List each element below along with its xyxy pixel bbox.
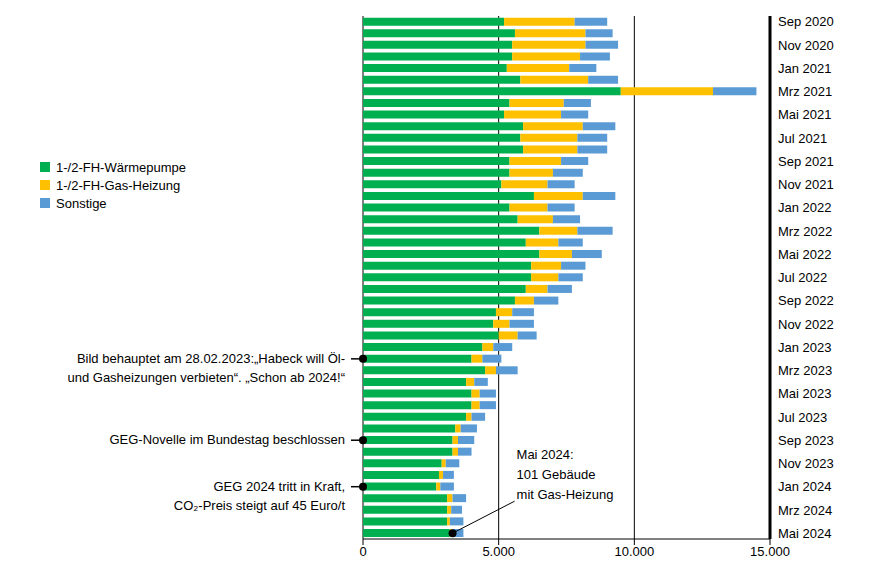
svg-text:Mai 2024:: Mai 2024: [517, 447, 574, 462]
svg-text:5.000: 5.000 [482, 544, 515, 559]
html-text:1-/2-FH-Wärmepumpe: 1-/2-FH-Wärmepumpe [56, 159, 186, 175]
svg-text:GEG 2024 tritt in Kraft,: GEG 2024 tritt in Kraft, [214, 479, 346, 494]
svg-text:Mai 2023: Mai 2023 [778, 386, 831, 401]
svg-text:Jul 2023: Jul 2023 [778, 410, 827, 425]
svg-text:Sep 2023: Sep 2023 [778, 433, 834, 448]
svg-text:Sep 2021: Sep 2021 [778, 154, 834, 169]
svg-text:Jan 2021: Jan 2021 [778, 61, 832, 76]
svg-text:Nov 2022: Nov 2022 [778, 317, 834, 332]
svg-text:10.000: 10.000 [614, 544, 654, 559]
svg-text:Mai 2022: Mai 2022 [778, 247, 831, 262]
html-text:1-/2-FH-Gas-Heizung: 1-/2-FH-Gas-Heizung [56, 177, 181, 193]
svg-text:Bild behauptet am 28.02.2023:„: Bild behauptet am 28.02.2023:„Habeck wil… [77, 351, 345, 366]
svg-text:Mrz 2024: Mrz 2024 [778, 503, 832, 518]
html-text:Sonstige: Sonstige [56, 195, 107, 211]
svg-text:Jan 2024: Jan 2024 [778, 479, 832, 494]
svg-text:Mrz 2023: Mrz 2023 [778, 363, 832, 378]
svg-text:101 Gebäude: 101 Gebäude [517, 467, 596, 482]
svg-text:Mai 2024: Mai 2024 [778, 526, 831, 541]
svg-text:Mrz 2021: Mrz 2021 [778, 84, 832, 99]
svg-text:15.000: 15.000 [750, 544, 790, 559]
svg-text:Jul 2021: Jul 2021 [778, 131, 827, 146]
svg-text:GEG-Novelle im Bundestag besc: GEG-Novelle im Bundestag beschlossen [109, 432, 345, 447]
svg-text:Nov 2020: Nov 2020 [778, 38, 834, 53]
svg-text:Nov 2023: Nov 2023 [778, 456, 834, 471]
svg-text:Mai 2021: Mai 2021 [778, 107, 831, 122]
svg-text:Jan 2023: Jan 2023 [778, 340, 832, 355]
svg-text:Sep 2022: Sep 2022 [778, 293, 834, 308]
svg-text:Jul 2022: Jul 2022 [778, 270, 827, 285]
svg-text:Sep 2020: Sep 2020 [778, 14, 834, 29]
svg-text:CO₂-Preis steigt auf 45 Euro/t: CO₂-Preis steigt auf 45 Euro/t [174, 498, 346, 513]
svg-text:Nov 2021: Nov 2021 [778, 177, 834, 192]
svg-text:Jan 2022: Jan 2022 [778, 200, 832, 215]
svg-text:0: 0 [359, 544, 366, 559]
svg-text:mit Gas-Heizung: mit Gas-Heizung [517, 487, 614, 502]
svg-text:Mrz 2022: Mrz 2022 [778, 224, 832, 239]
svg-text:und Gasheizungen verbieten“. „: und Gasheizungen verbieten“. „Schon ab 2… [67, 370, 345, 385]
